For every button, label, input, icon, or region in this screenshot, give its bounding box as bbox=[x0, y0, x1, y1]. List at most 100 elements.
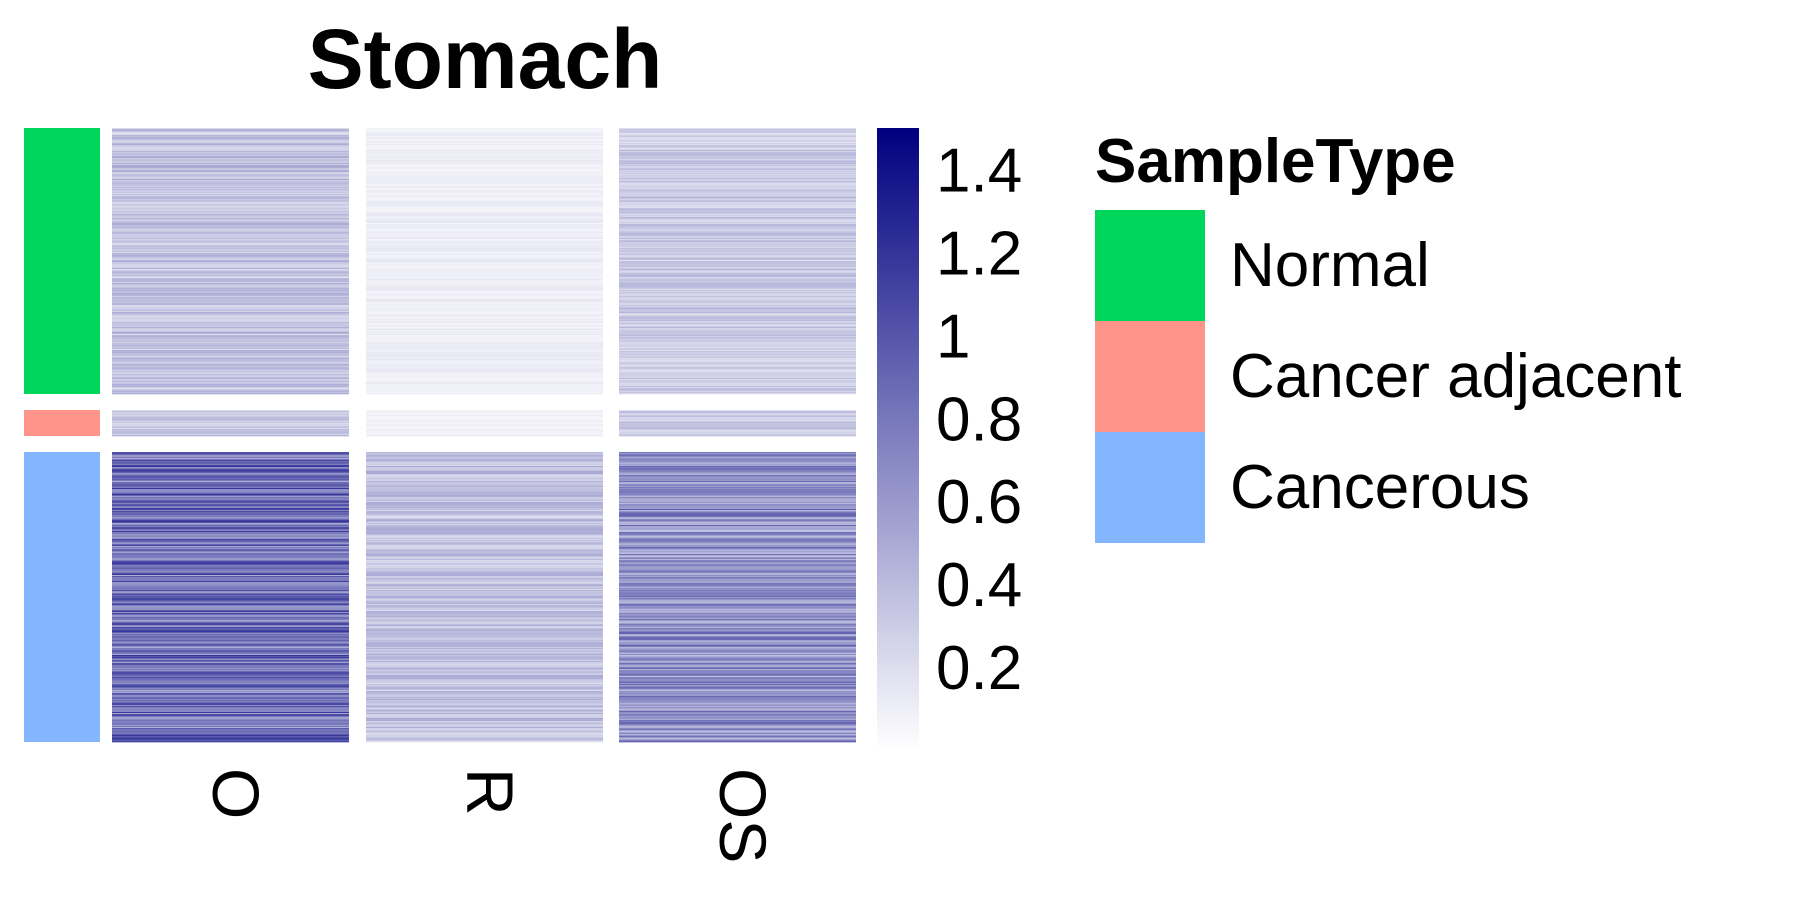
heatmap-cell bbox=[112, 467, 349, 469]
heatmap-cell bbox=[366, 325, 603, 328]
heatmap-cell bbox=[619, 572, 856, 575]
heatmap-cell bbox=[619, 679, 856, 681]
heatmap-cell bbox=[619, 671, 856, 673]
heatmap-cell bbox=[366, 506, 603, 509]
heatmap-cell bbox=[619, 184, 856, 187]
heatmap-cell bbox=[112, 412, 349, 414]
heatmap-cell bbox=[619, 719, 856, 722]
heatmap-cell bbox=[366, 132, 603, 135]
heatmap-cell bbox=[112, 579, 349, 582]
heatmap-cell bbox=[366, 149, 603, 152]
heatmap-cell bbox=[112, 544, 349, 547]
heatmap-cell bbox=[366, 227, 603, 229]
heatmap-cell bbox=[112, 366, 349, 368]
heatmap-cell bbox=[619, 252, 856, 255]
heatmap-cell bbox=[619, 190, 856, 192]
heatmap-cell bbox=[619, 293, 856, 295]
heatmap-cell bbox=[619, 269, 856, 271]
heatmap-cell bbox=[619, 584, 856, 586]
heatmap-cell bbox=[619, 558, 856, 561]
heatmap-cell bbox=[366, 634, 603, 636]
heatmap-cell bbox=[619, 637, 856, 640]
heatmap-block-os-2 bbox=[619, 452, 856, 743]
heatmap-cell bbox=[366, 658, 603, 660]
heatmap-cell bbox=[619, 725, 856, 728]
heatmap-cell bbox=[112, 215, 349, 218]
heatmap-cell bbox=[619, 463, 856, 466]
heatmap-cell bbox=[112, 692, 349, 694]
heatmap-cell bbox=[366, 670, 603, 672]
heatmap-cell bbox=[619, 479, 856, 482]
heatmap-cell bbox=[619, 518, 856, 520]
heatmap-cell bbox=[366, 496, 603, 498]
heatmap-cell bbox=[112, 392, 349, 395]
heatmap-cell bbox=[366, 700, 603, 702]
heatmap-cell bbox=[619, 533, 856, 535]
heatmap-cell bbox=[619, 161, 856, 164]
heatmap-cell bbox=[619, 215, 856, 218]
heatmap-cell bbox=[619, 195, 856, 197]
heatmap-cell bbox=[366, 622, 603, 625]
heatmap-cell bbox=[112, 468, 349, 470]
heatmap-cell bbox=[619, 132, 856, 135]
heatmap-cell bbox=[112, 636, 349, 638]
heatmap-cell bbox=[366, 477, 603, 480]
heatmap-cell bbox=[619, 644, 856, 647]
heatmap-cell bbox=[112, 132, 349, 135]
heatmap-cell bbox=[619, 148, 856, 151]
heatmap-cell bbox=[112, 485, 349, 488]
heatmap-cell bbox=[366, 578, 603, 580]
heatmap-cell bbox=[112, 506, 349, 509]
heatmap-cell bbox=[112, 498, 349, 500]
heatmap-cell bbox=[619, 627, 856, 629]
heatmap-cell bbox=[366, 574, 603, 577]
heatmap-cell bbox=[619, 333, 856, 336]
heatmap-cell bbox=[619, 512, 856, 514]
heatmap-cell bbox=[112, 382, 349, 384]
heatmap-cell bbox=[366, 616, 603, 619]
heatmap-cell bbox=[619, 296, 856, 299]
heatmap-cell bbox=[112, 175, 349, 177]
heatmap-cell bbox=[619, 602, 856, 605]
heatmap-cell bbox=[366, 559, 603, 562]
heatmap-cell bbox=[366, 351, 603, 353]
heatmap-cell bbox=[112, 598, 349, 600]
heatmap-cell bbox=[366, 526, 603, 528]
heatmap-cell bbox=[366, 418, 603, 420]
heatmap-cell bbox=[112, 701, 349, 703]
heatmap-cell bbox=[112, 343, 349, 345]
heatmap-cell bbox=[366, 204, 603, 206]
heatmap-cell bbox=[112, 281, 349, 284]
heatmap-cell bbox=[112, 360, 349, 362]
heatmap-cell bbox=[366, 333, 603, 336]
heatmap-cell bbox=[619, 650, 856, 652]
heatmap-cell bbox=[619, 176, 856, 179]
heatmap-cell bbox=[366, 161, 603, 164]
heatmap-cell bbox=[112, 737, 349, 739]
heatmap-cell bbox=[112, 487, 349, 490]
heatmap-cell bbox=[619, 165, 856, 167]
heatmap-cell bbox=[366, 458, 603, 461]
heatmap-cell bbox=[366, 298, 603, 300]
heatmap-cell bbox=[619, 562, 856, 564]
sample-type-annotation-bar bbox=[24, 128, 100, 742]
heatmap-cell bbox=[366, 501, 603, 504]
heatmap-cell bbox=[366, 251, 603, 254]
heatmap-cell bbox=[112, 530, 349, 533]
heatmap-cell bbox=[112, 323, 349, 325]
heatmap-cell bbox=[366, 657, 603, 659]
heatmap-cell bbox=[112, 143, 349, 145]
heatmap-cell bbox=[366, 229, 603, 232]
heatmap-cell bbox=[366, 295, 603, 298]
heatmap-cell bbox=[112, 148, 349, 151]
heatmap-cell bbox=[112, 354, 349, 357]
heatmap-cell bbox=[112, 558, 349, 561]
heatmap-cell bbox=[112, 594, 349, 597]
heatmap-cell bbox=[112, 261, 349, 263]
heatmap-cell bbox=[619, 373, 856, 375]
heatmap-cell bbox=[112, 505, 349, 507]
heatmap-cell bbox=[366, 360, 603, 362]
heatmap-cell bbox=[366, 211, 603, 213]
heatmap-cell bbox=[112, 419, 349, 421]
heatmap-block-r-0 bbox=[366, 128, 603, 395]
